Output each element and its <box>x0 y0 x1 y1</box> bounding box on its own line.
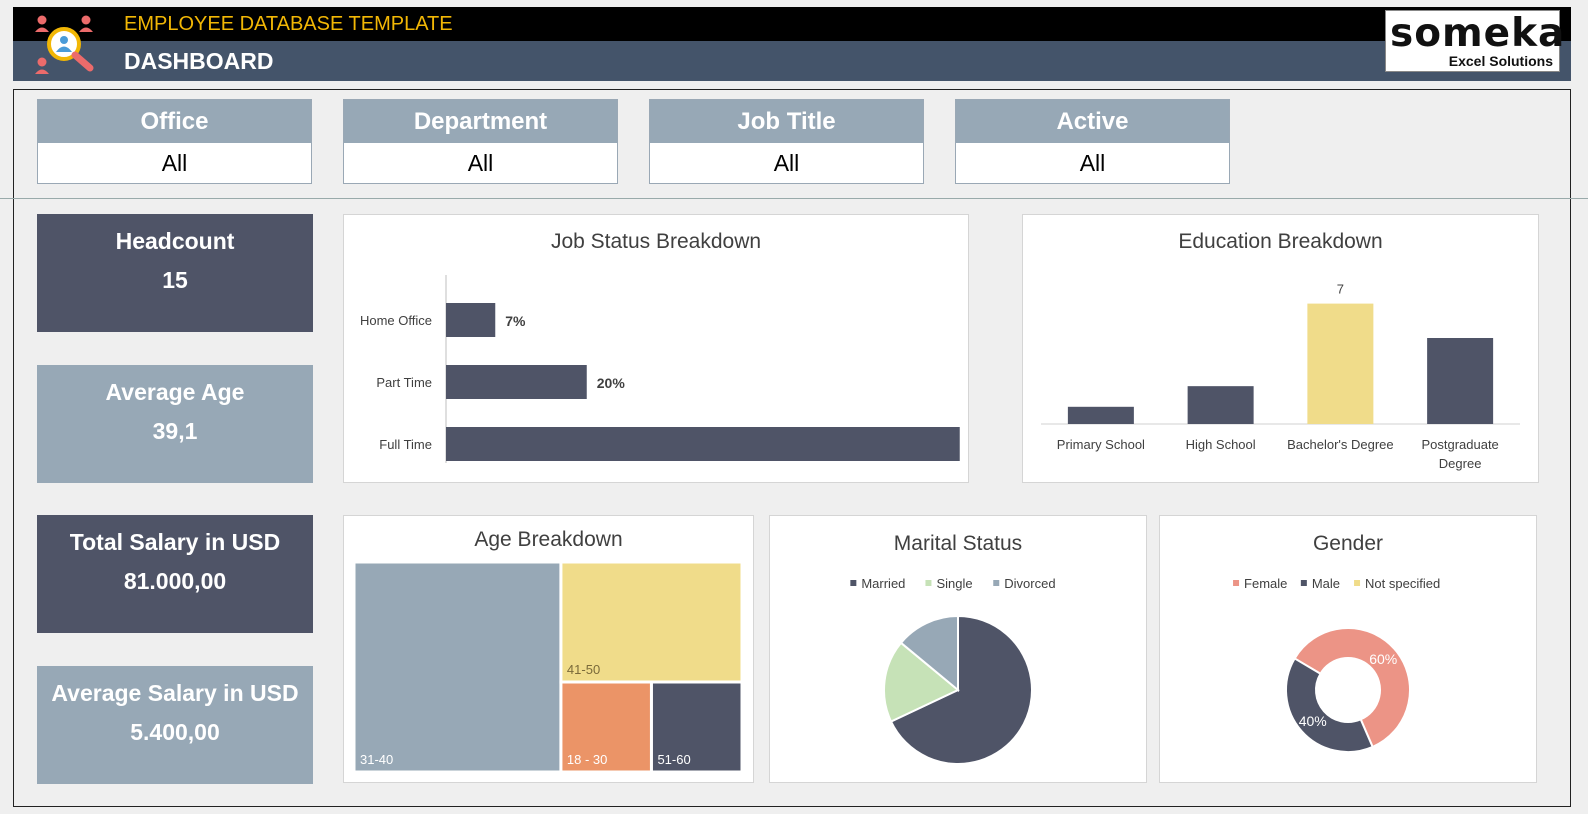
filter-department-select[interactable]: All <box>467 150 494 176</box>
gender-chart: Gender Female Male Not specified 60% 40% <box>1159 515 1537 783</box>
marital-slice <box>889 614 1033 765</box>
job-status-data-label: 7% <box>505 313 526 329</box>
filter-job-title: Job Title All <box>649 99 924 184</box>
gender-title: Gender <box>1312 532 1384 555</box>
gender-data-label: 60% <box>1369 651 1397 667</box>
gender-legend-label: Female <box>1244 576 1287 591</box>
filter-office: Office All <box>37 99 312 184</box>
filter-office-label: Office <box>38 100 311 143</box>
gender-legend-swatch <box>1354 580 1361 586</box>
education-category-label: High School <box>1186 437 1256 452</box>
kpi-total-salary-value: 81.000,00 <box>123 568 227 594</box>
age-treemap: 31-40 41-50 18 - 30 51-60 <box>352 560 744 774</box>
gender-legend-swatch <box>1300 580 1307 586</box>
kpi-total-salary-label: Total Salary in USD <box>69 529 281 555</box>
gender-legend-label: Male <box>1312 576 1340 591</box>
gender-legend-label: Not specified <box>1365 576 1440 591</box>
marital-legend-label: Single <box>936 576 972 591</box>
job-status-data-label: 20% <box>597 375 626 391</box>
filter-job-title-select[interactable]: All <box>773 150 800 176</box>
education-bar <box>1187 386 1254 424</box>
marital-legend-swatch <box>925 580 932 586</box>
age-tile-label: 31-40 <box>360 752 393 767</box>
education-bar <box>1067 406 1134 424</box>
dashboard-frame <box>13 89 1571 807</box>
job-status-bar <box>446 303 496 337</box>
kpi-headcount: Headcount 15 <box>37 214 313 332</box>
filter-active: Active All <box>955 99 1230 184</box>
filter-active-label: Active <box>956 100 1229 143</box>
education-category-label: Primary School <box>1057 437 1145 452</box>
page-title: DASHBOARD <box>124 48 274 74</box>
divider <box>0 198 1588 199</box>
marital-legend-swatch <box>993 580 1000 586</box>
marital-pie: Married Single Divorced <box>850 576 1056 765</box>
job-status-chart: Job Status Breakdown Home Office 7% Part T… <box>343 214 969 483</box>
marital-legend-label: Divorced <box>1004 576 1055 591</box>
education-category-label: Degree <box>1439 456 1482 471</box>
kpi-headcount-value: 15 <box>162 267 188 293</box>
education-plot: Primary School High School 7 Bachelor's Deg… <box>1041 282 1520 471</box>
header-bar <box>13 7 1571 41</box>
age-title: Age Breakdown <box>474 528 623 551</box>
filter-active-select[interactable]: All <box>1079 150 1106 176</box>
filter-job-title-label: Job Title <box>650 100 923 143</box>
marital-slice <box>899 614 959 693</box>
kpi-average-age-label: Average Age <box>105 379 245 405</box>
brand-tagline: Excel Solutions <box>1448 53 1553 69</box>
kpi-average-age: Average Age 39,1 <box>37 365 313 483</box>
gender-data-label: 40% <box>1299 713 1327 729</box>
gender-donut: Female Male Not specified 60% 40% <box>1233 576 1440 753</box>
marital-chart: Marital Status Married Single Divorced <box>769 515 1147 783</box>
employee-search-icon <box>35 15 94 74</box>
kpi-average-salary-value: 5.400,00 <box>130 719 220 745</box>
brand-name: someka <box>1390 11 1566 56</box>
education-title: Education Breakdown <box>1178 230 1383 253</box>
kpi-average-age-value: 39,1 <box>152 418 198 444</box>
age-tile <box>649 680 744 774</box>
age-tile-label: 18 - 30 <box>567 752 607 767</box>
marital-legend-label: Married <box>861 576 905 591</box>
age-chart: Age Breakdown 31-40 41-50 18 - 30 51-60 <box>343 515 754 783</box>
job-status-title: Job Status Breakdown <box>550 230 762 253</box>
education-category-label: Postgraduate <box>1421 437 1498 452</box>
title-bar <box>13 41 1571 81</box>
filter-department: Department All <box>343 99 618 184</box>
gender-legend-swatch <box>1233 580 1240 586</box>
kpi-average-salary-label: Average Salary in USD <box>51 680 299 706</box>
marital-legend-swatch <box>850 580 857 586</box>
age-tile-label: 41-50 <box>567 662 600 677</box>
job-status-category-label: Home Office <box>360 313 432 328</box>
education-bar <box>1307 303 1374 424</box>
kpi-average-salary: Average Salary in USD 5.400,00 <box>37 666 313 784</box>
education-data-label: 7 <box>1337 282 1344 297</box>
education-bar <box>1427 338 1494 424</box>
job-status-bar <box>446 427 960 461</box>
app-title: EMPLOYEE DATABASE TEMPLATE <box>124 13 453 35</box>
gender-slice <box>1293 627 1411 749</box>
job-status-category-label: Part Time <box>376 375 432 390</box>
filter-office-select[interactable]: All <box>161 150 188 176</box>
kpi-total-salary: Total Salary in USD 81.000,00 <box>37 515 313 633</box>
filter-department-label: Department <box>344 100 617 143</box>
marital-title: Marital Status <box>893 532 1023 555</box>
marital-slice <box>883 641 960 723</box>
education-category-label: Bachelor's Degree <box>1287 437 1394 452</box>
gender-slice <box>1285 657 1374 753</box>
brand-logo[interactable]: someka Excel Solutions <box>1385 10 1566 72</box>
age-tile <box>559 680 653 774</box>
age-tile <box>352 560 563 774</box>
kpi-headcount-label: Headcount <box>115 228 235 254</box>
age-tile-label: 51-60 <box>657 752 690 767</box>
education-chart: Education Breakdown Primary School High S… <box>1022 214 1539 483</box>
job-status-bar <box>446 365 587 399</box>
job-status-category-label: Full Time <box>379 437 432 452</box>
